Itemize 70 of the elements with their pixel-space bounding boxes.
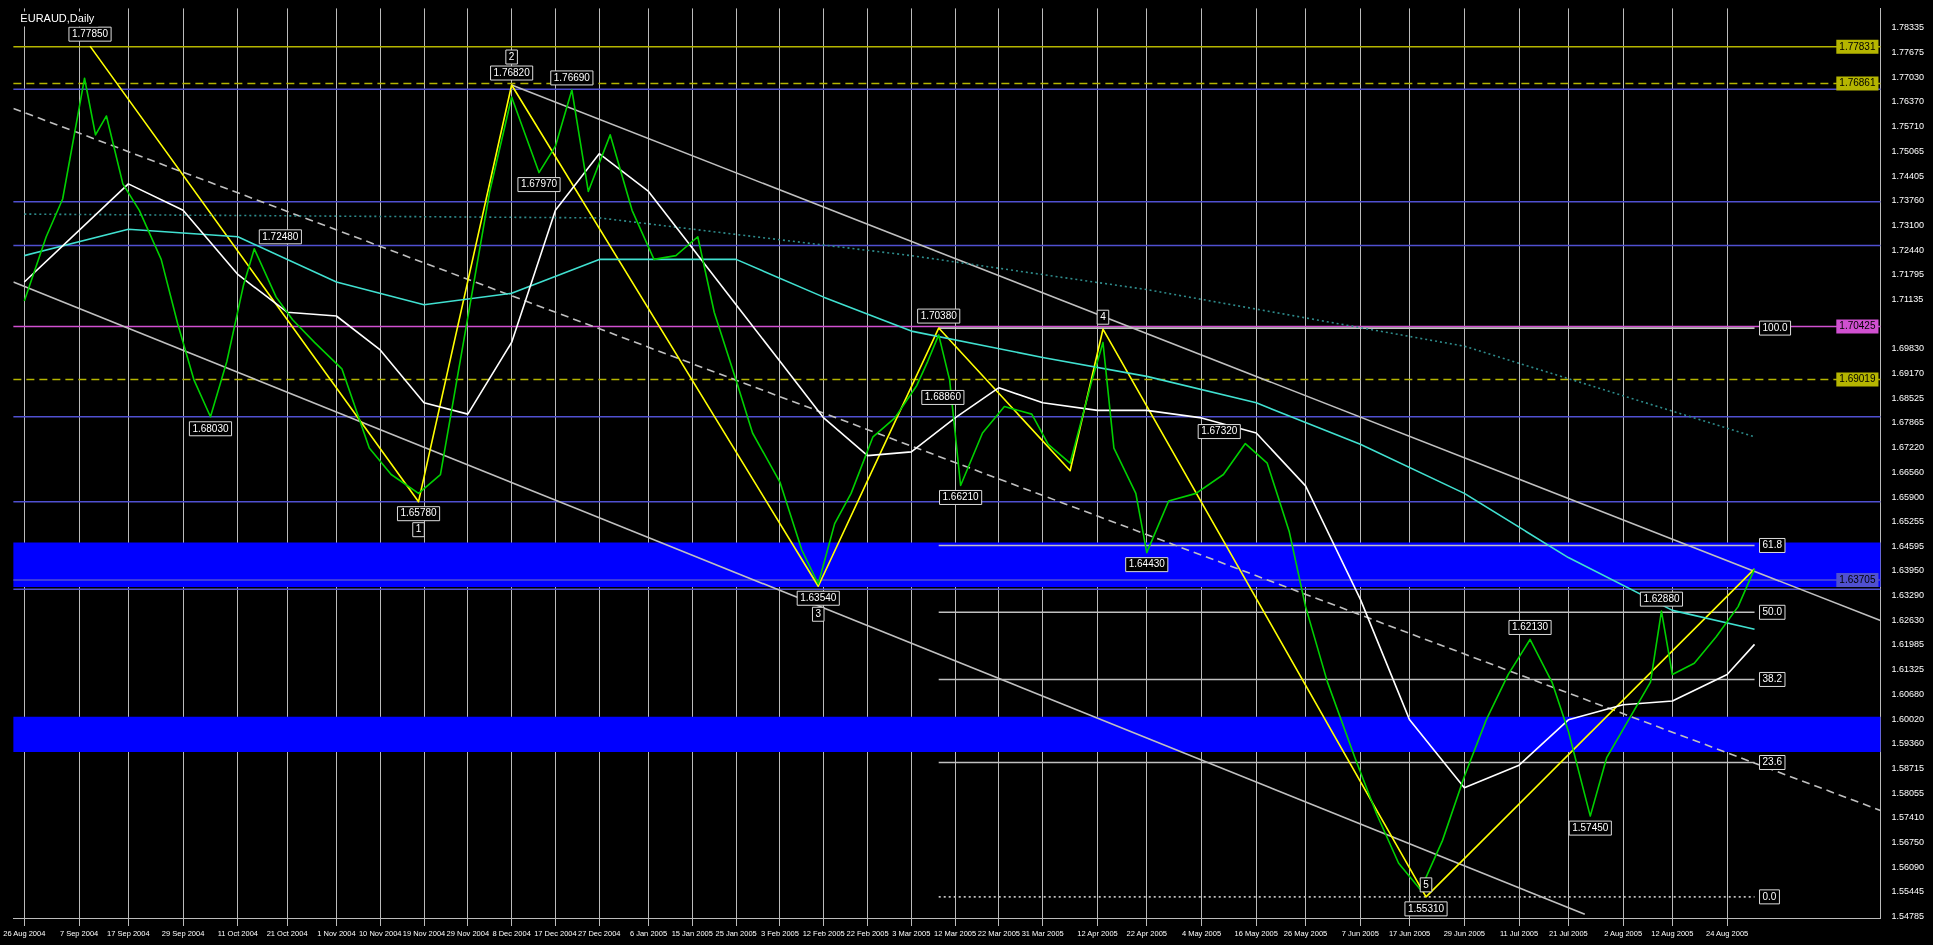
y-tick-label: 1.74405 [1891, 170, 1925, 181]
y-tick-label: 1.71135 [1891, 294, 1924, 305]
y-tick-label: 1.75710 [1891, 121, 1925, 132]
annotation: 1.64430 [1128, 558, 1166, 570]
y-tick-label: 1.61985 [1891, 639, 1925, 650]
y-tick-label: 1.58715 [1891, 762, 1925, 773]
y-tick-label: 1.55445 [1891, 886, 1925, 897]
annotation: 1.67970 [520, 178, 558, 190]
y-tick-label: 1.64595 [1891, 540, 1925, 551]
annotation: 1.66210 [942, 491, 980, 503]
annotation: 0.0 [1762, 890, 1777, 902]
y-tick-label: 1.63290 [1891, 590, 1925, 601]
annotation: 100.0 [1762, 321, 1788, 333]
ref-line-label: 1.69019 [1839, 373, 1876, 385]
y-tick-label: 1.60020 [1891, 713, 1925, 724]
y-tick-label: 1.71795 [1891, 269, 1925, 280]
y-tick-label: 1.77675 [1891, 47, 1925, 58]
annotation: 1.57450 [1572, 821, 1609, 833]
y-tick-label: 1.60680 [1891, 688, 1925, 699]
y-tick-label: 1.63950 [1891, 565, 1925, 576]
annotation: 1.55310 [1407, 902, 1445, 914]
y-tick-label: 1.75065 [1891, 145, 1925, 156]
y-tick-label: 1.61325 [1891, 664, 1925, 675]
y-tick-label: 1.54785 [1891, 911, 1925, 922]
annotation: 3 [815, 607, 822, 619]
y-tick-label: 1.67865 [1891, 417, 1925, 428]
y-tick-label: 1.59360 [1891, 738, 1925, 749]
annotation: 38.2 [1762, 673, 1783, 685]
annotation: 50.0 [1762, 606, 1783, 618]
annotation: 4 [1100, 310, 1107, 322]
y-tick-label: 1.58055 [1891, 787, 1925, 798]
y-tick-label: 1.69170 [1891, 368, 1925, 379]
ref-line-label: 1.63705 [1839, 573, 1876, 585]
annotation: 1.77850 [71, 27, 109, 39]
annotation: 1.76690 [553, 71, 591, 83]
y-tick-label: 1.56090 [1891, 861, 1925, 872]
y-tick-label: 1.73760 [1891, 194, 1925, 205]
annotation: 1.65780 [400, 507, 438, 519]
annotation: 1.76820 [493, 66, 531, 78]
ref-line-label: 1.77831 [1839, 40, 1876, 52]
y-tick-label: 1.66560 [1891, 466, 1925, 477]
annotation: 1.72480 [262, 230, 299, 242]
annotation: 1.67320 [1201, 425, 1238, 437]
y-tick-label: 1.62630 [1891, 615, 1925, 626]
annotation: 1 [415, 523, 422, 535]
y-tick-label: 1.67220 [1891, 441, 1925, 452]
y-tick-label: 1.73100 [1891, 219, 1925, 230]
y-tick-label: 1.57410 [1891, 812, 1925, 823]
annotation: 23.6 [1762, 756, 1783, 768]
annotation: 1.68030 [192, 422, 229, 434]
annotation: 1.62880 [1643, 592, 1680, 604]
chart-title: EURAUD,Daily [20, 11, 95, 24]
annotation: 1.63540 [800, 591, 837, 603]
y-tick-label: 1.56750 [1891, 837, 1925, 847]
y-tick-label: 1.68525 [1891, 392, 1925, 403]
annotation: 1.62130 [1511, 621, 1549, 633]
annotation: 1.70380 [920, 309, 958, 321]
y-tick-label: 1.65900 [1891, 491, 1925, 502]
ref-line-label: 1.70425 [1839, 320, 1876, 332]
y-tick-label: 1.65255 [1891, 516, 1925, 526]
annotation: 61.8 [1762, 539, 1783, 551]
y-tick-label: 1.72440 [1891, 244, 1925, 255]
annotation: 1.68860 [924, 391, 962, 403]
y-tick-label: 1.69830 [1891, 343, 1925, 354]
annotation: 2 [508, 50, 515, 62]
y-tick-label: 1.76370 [1891, 96, 1925, 107]
annotation: 5 [1423, 878, 1430, 890]
y-tick-label: 1.78335 [1891, 22, 1925, 33]
ref-line-label: 1.76861 [1839, 77, 1876, 89]
y-tick-label: 1.77030 [1891, 71, 1925, 82]
